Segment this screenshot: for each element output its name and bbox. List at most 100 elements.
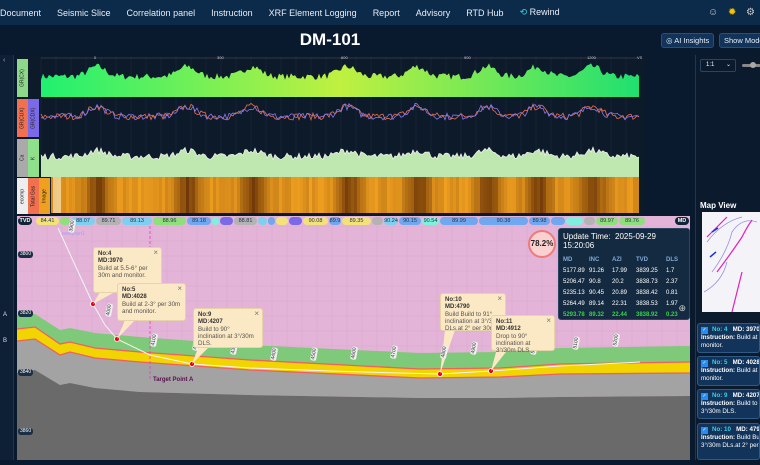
tvd-tag[interactable]: TVD [18, 217, 32, 225]
survey-cell: 1.7 [666, 268, 675, 274]
log-curves[interactable] [17, 55, 645, 213]
scale-select[interactable]: 1:1 ⌄ [700, 59, 736, 72]
instruction-card[interactable]: ✓ No: 10 MD: 4790Instruction: Build Build… [697, 423, 760, 460]
inclination-segment[interactable] [566, 217, 583, 225]
formation-gray [17, 339, 690, 398]
map-view[interactable] [702, 212, 760, 312]
survey-cell: 5293.78 [563, 312, 585, 318]
survey-cell: 17.99 [612, 268, 628, 274]
callout-no9: × No:9 MD:4207 Build to 90° inclination at … [193, 308, 263, 348]
checkbox[interactable]: ✓ [701, 360, 708, 367]
inclination-segment[interactable]: 90.15 [399, 217, 421, 225]
ruler-tick: 300 [217, 55, 224, 60]
track-label-ecomp[interactable]: ecomp [17, 178, 28, 214]
close-icon[interactable]: × [177, 284, 182, 293]
card-text-2: 3°/30m DLS. [701, 408, 737, 415]
close-icon[interactable]: × [497, 294, 502, 303]
sidebar-item-b[interactable]: B [3, 338, 8, 344]
collapse-icon[interactable]: ‹ [3, 57, 6, 64]
card-md: MD: 4028 [732, 359, 760, 366]
callout-text: Build at 5.5-6° per 30m and monitor. [98, 265, 148, 279]
inclination-segment[interactable]: 84.41 [36, 217, 59, 225]
inclination-segment[interactable]: 89.99 [440, 217, 478, 225]
card-md: MD: 4790 [736, 426, 760, 433]
card-text: Build at 5.5-6° per 30m and [736, 334, 759, 341]
inclination-segment[interactable]: 89.35 [342, 217, 371, 225]
close-icon[interactable]: × [254, 309, 259, 318]
nav-xrf-element-logging[interactable]: XRF Element Logging [268, 7, 357, 18]
track-label-gr-cx[interactable]: GR(CX) [17, 59, 28, 97]
show-mode-button[interactable]: Show Mode [719, 33, 760, 48]
track-label-image[interactable]: Image [39, 178, 50, 214]
nav-document[interactable]: Document [0, 7, 42, 18]
nav-instruction[interactable]: Instruction [211, 7, 253, 18]
checkbox[interactable]: ✓ [701, 427, 708, 434]
inclination-segment[interactable] [551, 217, 565, 225]
inclination-segment[interactable] [258, 217, 267, 225]
card-text: Build at 2-3° per 30m and [736, 367, 759, 374]
user-icon[interactable]: ☺ [708, 7, 719, 18]
close-icon[interactable]: × [153, 248, 158, 257]
inclination-segment[interactable]: 89.71 [96, 217, 121, 225]
formation-dark [17, 370, 690, 460]
inclination-segment[interactable]: 90.54 [422, 217, 439, 225]
inclination-segment[interactable] [372, 217, 383, 225]
inclination-segment[interactable]: 89.9 [329, 217, 341, 225]
survey-cell: 5264.49 [563, 301, 585, 307]
card-md: MD: 4207 [732, 392, 760, 399]
zoom-slider[interactable] [742, 62, 760, 68]
nav-advisory[interactable]: Advisory [415, 7, 451, 18]
inclination-segment[interactable] [584, 217, 595, 225]
inclination-segment[interactable]: 90.08 [303, 217, 328, 225]
survey-cell: 5235.13 [563, 290, 585, 296]
survey-cell: 22.44 [612, 312, 628, 318]
inclination-segment[interactable]: 90.38 [479, 217, 528, 225]
track-label-gr-cdx[interactable]: GR(CDX) [28, 99, 39, 137]
settings-icon[interactable]: ⚙ [746, 7, 755, 18]
well-trajectory[interactable] [57, 227, 641, 375]
track-label-k[interactable]: K [28, 139, 39, 177]
inclination-segment[interactable] [276, 217, 288, 225]
callout-text: Drop to 90° inclination at 3°/30m DLS. [496, 333, 532, 354]
inclination-segment[interactable] [212, 217, 219, 225]
inclination-segment[interactable]: 89.13 [122, 217, 152, 225]
checkbox[interactable]: ✓ [701, 327, 708, 334]
sun-icon[interactable]: ✹ [728, 7, 737, 18]
callout-no: No:11 [496, 319, 513, 325]
callout-no5: × No:5 MD:4028 Build at 2-3° per 30m and mo… [117, 283, 186, 321]
nav-correlation-panel[interactable]: Correlation panel [126, 7, 196, 18]
close-icon[interactable]: × [546, 316, 551, 325]
inclination-segment[interactable]: 89.18 [187, 217, 211, 225]
nav-rtd-hub[interactable]: RTD Hub [466, 7, 504, 18]
inclination-segment[interactable]: 89.97 [596, 217, 618, 225]
inclination-segment[interactable] [268, 217, 275, 225]
inclination-segment[interactable]: 89.98 [529, 217, 550, 225]
md-tag[interactable]: MD [675, 217, 689, 225]
inclination-segment[interactable]: 88.96 [153, 217, 186, 225]
ai-insights-button[interactable]: ◎ AI Insights [661, 33, 714, 48]
inclination-segment[interactable]: 89.76 [619, 217, 645, 225]
track-label-gr-cux[interactable]: GR(CUX) [17, 99, 28, 137]
sidebar-item-a[interactable]: A [3, 312, 8, 318]
inclination-segment[interactable] [220, 217, 233, 225]
survey-cell: MD [563, 257, 573, 263]
add-icon[interactable]: ⊕ [678, 303, 686, 313]
track-label-ca[interactable]: Ca [17, 139, 28, 177]
card-no: No: 10 [712, 426, 731, 433]
survey-row: 5264.49 89.14 22.31 3838.53 1.97 [563, 299, 685, 310]
rewind-button[interactable]: ⟲ Rewind [512, 7, 568, 18]
inclination-segment[interactable]: 88.81 [234, 217, 257, 225]
checkbox[interactable]: ✓ [701, 393, 708, 400]
inclination-segment[interactable]: 90.24 [384, 217, 398, 225]
nav-report[interactable]: Report [372, 7, 400, 18]
inclination-segment[interactable]: 88.07 [71, 217, 95, 225]
inclination-segment[interactable] [289, 217, 302, 225]
nav-seismic-slice[interactable]: Seismic Slice [57, 7, 111, 18]
inclination-segment[interactable] [60, 217, 70, 225]
slider-handle[interactable] [750, 62, 756, 68]
survey-row: 5293.78 89.32 22.44 3838.92 0.23 [563, 310, 685, 321]
track-label-total-gas[interactable]: Total Gas [28, 178, 39, 214]
